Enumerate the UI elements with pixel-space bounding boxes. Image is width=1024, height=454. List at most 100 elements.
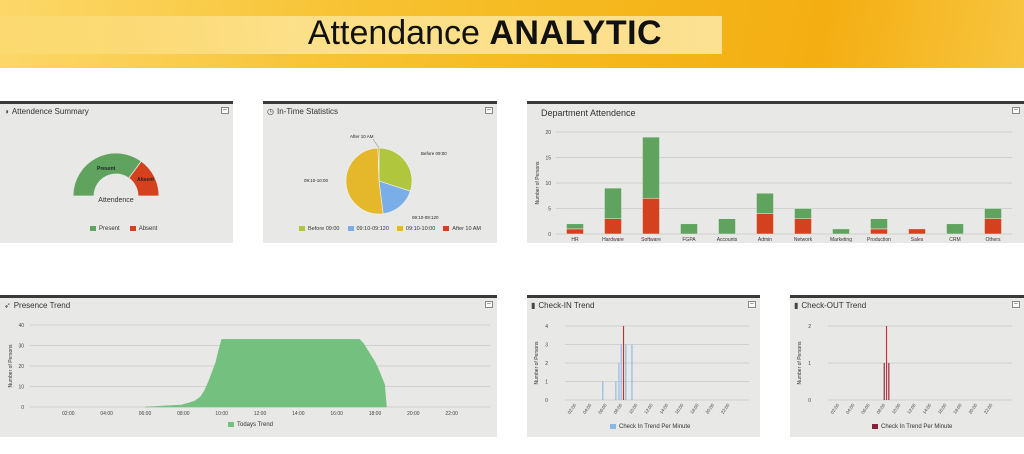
x-tick-label: Software <box>641 237 661 243</box>
y-tick-label: 2 <box>808 324 811 330</box>
y-tick-label: 10 <box>545 181 551 187</box>
panel-title-presence: ➶ Presence Trend <box>4 301 71 310</box>
minimize-button[interactable]: – <box>485 106 493 114</box>
y-tick-label: 1 <box>808 361 811 367</box>
minimize-button[interactable]: – <box>1012 300 1020 308</box>
legend-item-present[interactable]: Present <box>90 226 120 232</box>
legend-item-after-10am[interactable]: After 10 AM <box>443 226 481 232</box>
panel-intime-statistics: ◷ In-Time Statistics After 10 AM Before 09… <box>263 101 497 243</box>
bar-fgpa-present <box>680 223 698 235</box>
bar-chart-icon: ▮ <box>531 301 536 310</box>
x-tick-label: 22:00 <box>445 411 458 417</box>
bar-admin-absent <box>756 213 774 235</box>
checkin-bar-chart: 0 1 2 3 4 Number of Persons 02:00 04:00 06:00 08:… <box>534 324 749 415</box>
bar-software-absent <box>642 198 660 235</box>
x-tick-label: HR <box>571 237 579 243</box>
presence-area-chart: 0 10 20 30 40 Number of Persons 02:00 04:00 06:0… <box>8 323 490 417</box>
minimize-button[interactable]: – <box>485 300 493 308</box>
legend-item-0910-09120[interactable]: 09:10-09:120 <box>347 226 389 232</box>
x-tick-label: FGPA <box>682 237 696 243</box>
x-tick-label: 12:00 <box>643 402 654 414</box>
y-axis-label: Number of Persons <box>535 161 541 205</box>
x-tick-label: Admin <box>758 237 772 243</box>
bar-hr-present <box>566 223 584 230</box>
x-tick-label: Sales <box>911 237 924 243</box>
bar-hardware-present <box>604 187 622 219</box>
panel-title-checkout: ▮ Check-OUT Trend <box>794 301 867 310</box>
y-tick-label: 0 <box>21 405 24 411</box>
page-title: Attendance ANALYTIC <box>0 14 970 53</box>
slice-label-present: Present <box>97 166 116 172</box>
title-light: Attendance <box>307 14 480 52</box>
legend-item-absent[interactable]: Absent <box>129 226 157 232</box>
bar-software-present <box>642 136 660 199</box>
x-tick-label: 12:00 <box>254 411 267 417</box>
x-tick-label: 04:00 <box>100 411 113 417</box>
x-tick-label: Accounts <box>717 237 738 243</box>
x-tick-label: 08:00 <box>177 411 190 417</box>
bar-chart-icon: ▮ <box>794 301 799 310</box>
y-axis-label: Number of Persons <box>797 341 803 385</box>
presence-legend: Todays Trend <box>228 422 273 428</box>
x-tick-label: Hardware <box>602 237 624 243</box>
y-axis-label: Number of Persons <box>8 344 14 388</box>
bar-sales-absent <box>908 228 926 235</box>
x-tick-label: 04:00 <box>845 402 856 414</box>
legend-item-todays-trend[interactable]: Todays Trend <box>228 422 273 428</box>
bar-crm-present <box>946 223 964 235</box>
minimize-button[interactable]: – <box>1012 106 1020 114</box>
semi-donut-slice-present <box>72 152 142 197</box>
pie-leader-after-10am <box>372 138 380 149</box>
y-tick-label: 40 <box>18 323 24 329</box>
minimize-button[interactable]: – <box>748 300 756 308</box>
pie-label-before-0900: Before 09:00 <box>421 151 447 156</box>
x-tick-label: 08:00 <box>613 402 624 414</box>
y-tick-label: 0 <box>548 232 551 238</box>
x-tick-label: 06:00 <box>860 402 871 414</box>
y-tick-label: 0 <box>808 398 811 404</box>
x-tick-label: 14:00 <box>292 411 305 417</box>
y-tick-label: 15 <box>545 156 551 162</box>
legend-item-checkout-trend[interactable]: Check In Trend Per Minute <box>872 424 952 430</box>
pie-label-after-10am: After 10 AM <box>350 134 374 139</box>
bar-hr-absent <box>566 228 584 235</box>
slice-label-absent: Absent <box>137 177 154 183</box>
bar-hardware-absent <box>604 218 622 235</box>
x-tick-label: 14:00 <box>922 402 933 414</box>
y-tick-label: 0 <box>545 398 548 404</box>
department-bar-chart: 0 5 10 15 20 Number of Persons HR Hardware Softw… <box>535 130 1012 243</box>
banner-highlight <box>0 16 722 54</box>
x-tick-label: Marketing <box>830 237 852 243</box>
pie-label-0910-1000: 09:10-10:00 <box>304 178 329 183</box>
half-circle-icon: ◑ <box>4 107 9 116</box>
x-tick-label: 10:00 <box>891 402 902 414</box>
y-tick-label: 1 <box>545 380 548 386</box>
legend-item-0910-1000[interactable]: 09:10-10:00 <box>396 226 435 232</box>
intime-legend: Before 09:00 09:10-09:120 09:10-10:00 Af… <box>299 226 481 232</box>
x-tick-label: 22:00 <box>720 402 731 414</box>
legend-item-checkin-trend[interactable]: Check In Trend Per Minute <box>610 424 690 430</box>
x-tick-label: 16:00 <box>330 411 343 417</box>
panel-title-intime: ◷ In-Time Statistics <box>267 107 339 116</box>
rocket-icon: ➶ <box>4 301 11 310</box>
bar-production-absent <box>870 228 888 235</box>
x-tick-label: Others <box>985 237 1001 243</box>
minimize-button[interactable]: – <box>221 106 229 114</box>
x-tick-label: 02:00 <box>567 402 578 414</box>
x-tick-label: 10:00 <box>215 411 228 417</box>
attendance-summary-chart: Present Absent Attendence <box>72 152 160 204</box>
x-tick-label: 06:00 <box>139 411 152 417</box>
panel-checkout-trend: ▮ Check-OUT Trend 0 1 2 Number of Persons 02:… <box>790 295 1024 437</box>
x-tick-label: 02:00 <box>830 402 841 414</box>
y-tick-label: 4 <box>545 324 548 330</box>
bar-network-present <box>794 208 812 219</box>
x-tick-label: 22:00 <box>983 402 994 414</box>
clock-icon: ◷ <box>267 107 274 116</box>
y-tick-label: 2 <box>545 361 548 367</box>
x-tick-label: Production <box>867 237 891 243</box>
x-tick-label: Network <box>794 237 813 243</box>
y-tick-label: 3 <box>545 343 548 349</box>
bar-others-absent <box>984 218 1002 235</box>
semi-donut-slice-absent <box>128 160 160 197</box>
legend-item-before-0900[interactable]: Before 09:00 <box>299 226 340 232</box>
